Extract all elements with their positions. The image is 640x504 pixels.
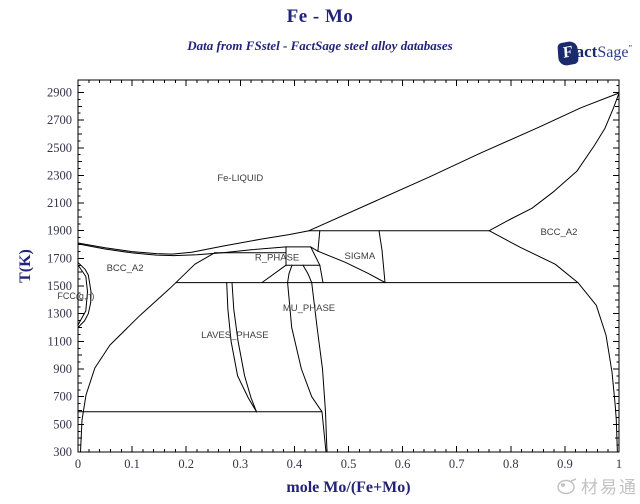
curve-solidus-mo bbox=[488, 92, 620, 232]
watermark-text: 材易通 bbox=[581, 478, 638, 497]
x-tick-label: 0.5 bbox=[341, 457, 357, 471]
curve-mu-right bbox=[311, 282, 328, 453]
x-tick-label: 0.6 bbox=[395, 457, 411, 471]
factsage-logo-flag-icon: F bbox=[557, 40, 579, 67]
watermark-logo-icon bbox=[557, 477, 577, 494]
y-tick-label: 1300 bbox=[47, 307, 72, 321]
y-tick-label: 300 bbox=[53, 445, 72, 459]
curve-sigma-left bbox=[317, 230, 321, 252]
y-tick-label: 1500 bbox=[47, 279, 72, 293]
phase-label-bcc-a2: BCC_A2 bbox=[107, 263, 144, 274]
curve-fcc-loop-outer bbox=[77, 262, 92, 328]
y-axis-title: T(K) bbox=[17, 249, 34, 283]
curve-r-phase-right bbox=[310, 246, 321, 266]
y-tick-label: 2500 bbox=[47, 141, 72, 155]
chart-subtitle: Data from FSstel - FactSage steel alloy … bbox=[187, 38, 453, 53]
phase-label-fcc-g-n-: FCC(g,n) bbox=[57, 291, 94, 301]
phase-label-laves-phase: LAVES_PHASE bbox=[201, 330, 268, 341]
curve-solvus-mo bbox=[488, 230, 618, 453]
x-tick-label: 0.2 bbox=[178, 457, 194, 471]
x-tick-label: 1 bbox=[616, 457, 622, 471]
curve-laves-left bbox=[226, 282, 257, 413]
curve-liquidus-mo bbox=[308, 92, 620, 232]
phase-label-fe-liquid: Fe-LIQUID bbox=[217, 173, 263, 184]
x-tick-label: 0.1 bbox=[124, 457, 140, 471]
factsage-logo-sage: Sage bbox=[597, 44, 629, 61]
x-axis-title: mole Mo/(Fe+Mo) bbox=[286, 479, 410, 496]
phase-label-r-phase: R_PHASE bbox=[255, 253, 299, 264]
y-tick-label: 2900 bbox=[47, 85, 72, 99]
phase-boundaries bbox=[77, 92, 620, 453]
y-tick-label: 2700 bbox=[47, 113, 72, 127]
curve-laves-right bbox=[231, 282, 257, 413]
curve-sigma-right bbox=[378, 230, 386, 283]
y-tick-label: 900 bbox=[53, 362, 72, 376]
y-tick-label: 1700 bbox=[47, 251, 72, 265]
x-tick-label: 0.9 bbox=[557, 457, 573, 471]
y-tick-label: 700 bbox=[53, 390, 72, 404]
x-tick-label: 0.8 bbox=[503, 457, 519, 471]
x-tick-label: 0.4 bbox=[287, 457, 303, 471]
y-tick-label: 500 bbox=[53, 417, 72, 431]
y-tick-label: 1900 bbox=[47, 224, 72, 238]
curve-mu-left bbox=[287, 282, 327, 453]
phase-label-sigma: SIGMA bbox=[345, 251, 376, 262]
curve-mu-cap-right bbox=[302, 264, 313, 284]
y-tick-label: 2100 bbox=[47, 196, 72, 210]
x-tick-label: 0 bbox=[75, 457, 81, 471]
phase-label-bcc-a2: BCC_A2 bbox=[540, 227, 577, 238]
factsage-logo-fact: act bbox=[575, 42, 598, 61]
y-tick-label: 2300 bbox=[47, 168, 72, 182]
x-tick-label: 0.3 bbox=[232, 457, 248, 471]
curve-r-sigma-link bbox=[310, 246, 319, 252]
axis-ticks bbox=[77, 80, 620, 453]
curve-sigma-bottom bbox=[317, 250, 386, 283]
y-tick-label: 1100 bbox=[47, 334, 72, 348]
curve-solidus-fe bbox=[77, 243, 287, 257]
phase-label-mu-phase: MU_PHASE bbox=[283, 303, 335, 314]
factsage-logo-trademark: ” bbox=[628, 43, 632, 53]
x-tick-label: 0.7 bbox=[449, 457, 465, 471]
watermark: 材易通 bbox=[556, 473, 638, 498]
curve-r-drop bbox=[319, 264, 324, 284]
curve-liquidus-fe bbox=[77, 230, 310, 255]
curve-fcc-loop-inner bbox=[77, 264, 88, 326]
curve-bcc-r-slant bbox=[261, 264, 287, 284]
curve-mu-cap-left bbox=[287, 264, 293, 284]
chart-title: Fe - Mo bbox=[286, 6, 354, 27]
plot-frame bbox=[77, 79, 620, 453]
